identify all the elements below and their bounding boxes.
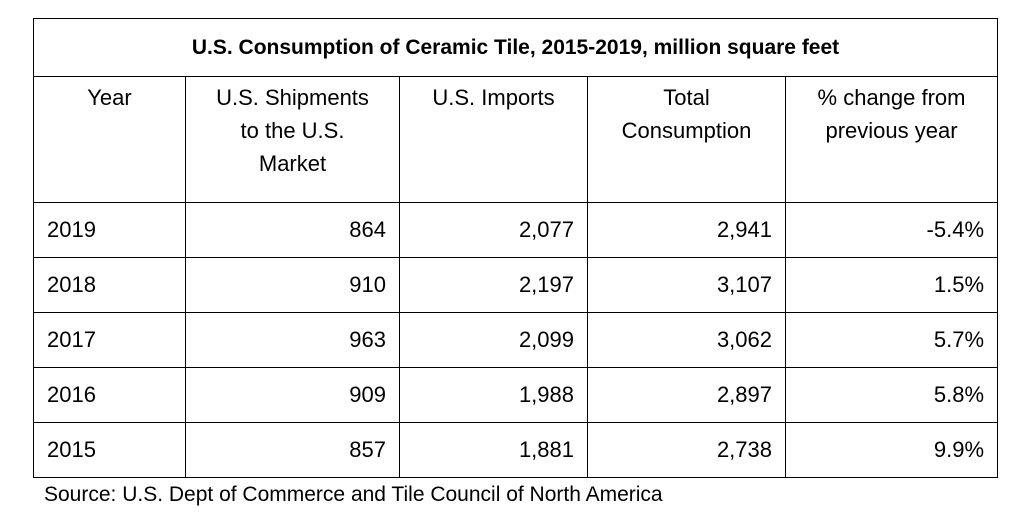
header-percent-change: % change from previous year (784, 76, 999, 203)
table-title-row: U.S. Consumption of Ceramic Tile, 2015-2… (32, 18, 999, 77)
cell-change: 5.8% (784, 367, 999, 423)
header-total-consumption: Total Consumption (587, 76, 786, 203)
cell-change: -5.4% (784, 202, 999, 258)
cell-imports: 1,881 (399, 422, 588, 478)
cell-shipments: 864 (185, 202, 400, 258)
table-row: 2018 910 2,197 3,107 1.5% (33, 257, 999, 313)
cell-imports: 2,077 (399, 202, 588, 258)
table-row: 2016 909 1,988 2,897 5.8% (33, 367, 999, 423)
consumption-table: U.S. Consumption of Ceramic Tile, 2015-2… (32, 18, 999, 478)
cell-imports: 2,197 (399, 257, 588, 313)
cell-change: 1.5% (784, 257, 999, 313)
header-us-shipments: U.S. Shipments to the U.S. Market (185, 76, 400, 203)
header-us-imports: U.S. Imports (399, 76, 588, 203)
cell-shipments: 909 (185, 367, 400, 423)
cell-year: 2017 (33, 312, 186, 368)
table-title: U.S. Consumption of Ceramic Tile, 2015-2… (32, 18, 999, 77)
cell-year: 2019 (33, 202, 186, 258)
table-row: 2019 864 2,077 2,941 -5.4% (33, 202, 999, 258)
cell-change: 9.9% (784, 422, 999, 478)
table-row: 2015 857 1,881 2,738 9.9% (33, 422, 999, 478)
cell-year: 2016 (33, 367, 186, 423)
cell-year: 2018 (33, 257, 186, 313)
table-row: 2017 963 2,099 3,062 5.7% (33, 312, 999, 368)
header-year: Year (33, 76, 186, 203)
source-note: Source: U.S. Dept of Commerce and Tile C… (44, 483, 663, 506)
cell-shipments: 857 (185, 422, 400, 478)
cell-total: 2,941 (587, 202, 786, 258)
cell-shipments: 963 (185, 312, 400, 368)
table-header-row: Year U.S. Shipments to the U.S. Market U… (33, 76, 999, 203)
cell-change: 5.7% (784, 312, 999, 368)
cell-total: 3,107 (587, 257, 786, 313)
cell-total: 2,738 (587, 422, 786, 478)
cell-imports: 2,099 (399, 312, 588, 368)
cell-total: 3,062 (587, 312, 786, 368)
cell-year: 2015 (33, 422, 186, 478)
cell-total: 2,897 (587, 367, 786, 423)
cell-shipments: 910 (185, 257, 400, 313)
cell-imports: 1,988 (399, 367, 588, 423)
